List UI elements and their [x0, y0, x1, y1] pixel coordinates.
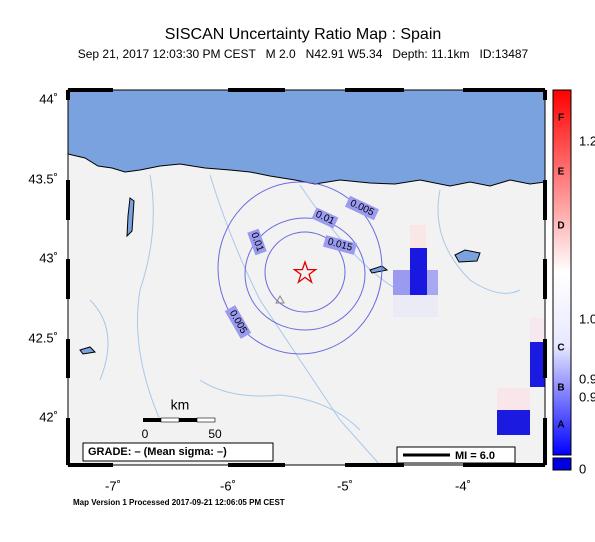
grade-letter: E	[558, 167, 565, 178]
frame-segment	[228, 88, 285, 92]
colorbar: F E D C B A 1.2 1.0 0.9 0.9 0	[552, 89, 595, 476]
colorbar-value: 0.9	[579, 371, 595, 386]
grade-letter: F	[558, 113, 564, 124]
map-area: 0.005 0.01 0.015 0.01 0.005 km 0 50 GRAD…	[68, 90, 545, 465]
lake	[79, 346, 97, 355]
lon-label: -7˚	[105, 478, 121, 493]
colorbar-value: 1.0	[579, 311, 595, 326]
uncertainty-cell	[530, 342, 545, 387]
frame-segment	[543, 418, 547, 465]
frame-segment	[543, 259, 547, 299]
frame-segment	[68, 463, 113, 467]
frame-segment	[345, 463, 404, 467]
frame-segment	[543, 339, 547, 378]
frame-segment	[66, 418, 70, 465]
station	[275, 294, 285, 304]
frame-segment	[463, 463, 545, 467]
grade-letter: C	[557, 343, 564, 354]
frame-ticks	[66, 88, 547, 467]
grade-letter: D	[557, 221, 564, 232]
scale-segment	[196, 417, 216, 423]
uncertainty-cell	[497, 388, 530, 410]
contour-label-box	[344, 195, 380, 221]
frame-segment	[543, 90, 547, 100]
lake	[454, 249, 481, 263]
colorbar-value: 1.2	[579, 133, 595, 148]
lake	[126, 197, 135, 238]
lat-label: 44˚	[39, 91, 58, 106]
uncertainty-cell	[497, 410, 530, 435]
scale-segment	[179, 418, 197, 422]
lake	[369, 265, 389, 274]
mi-legend-text: MI = 6.0	[455, 450, 495, 462]
title: SISCAN Uncertainty Ratio Map : Spain	[165, 26, 442, 43]
lat-label: 42.5˚	[28, 330, 58, 345]
frame-segment	[66, 259, 70, 299]
contour-label-box	[224, 305, 252, 339]
lat-label: 42˚	[39, 409, 58, 424]
frame-segment	[463, 88, 545, 92]
uncertainty-cell	[410, 248, 427, 295]
lon-label: -5˚	[337, 478, 353, 493]
colorbar-value: 0	[579, 461, 586, 476]
scale-segment	[160, 417, 180, 423]
scale-segment	[143, 418, 161, 422]
lat-labels: 44˚ 43.5˚ 43˚ 42.5˚ 42˚	[28, 91, 58, 424]
mi-legend-box	[396, 446, 516, 464]
lat-label: 43˚	[39, 250, 58, 265]
frame-segment	[66, 180, 70, 220]
colorbar-under	[552, 457, 572, 471]
lon-label: -6˚	[220, 478, 236, 493]
frame-segment	[345, 88, 404, 92]
uncertainty-cell	[530, 318, 545, 342]
scale-label: 0	[142, 427, 149, 441]
frame-segment	[66, 90, 70, 100]
uncertainty-cell	[393, 295, 438, 317]
contour-label-box	[247, 228, 267, 256]
grade-text: GRADE: – (Mean sigma: –)	[88, 446, 227, 458]
grade-letter: A	[557, 420, 564, 431]
scale-bar: km 0 50	[142, 397, 222, 441]
frame-segment	[68, 88, 113, 92]
lon-labels: -7˚ -6˚ -5˚ -4˚	[105, 478, 471, 493]
contour-label-box	[322, 235, 358, 255]
contours	[217, 181, 383, 355]
contour-label-box	[311, 207, 339, 229]
lat-label: 43.5˚	[28, 171, 58, 186]
lon-label: -4˚	[455, 478, 471, 493]
grade-letter: B	[557, 383, 564, 394]
uncertainty-cell	[410, 225, 426, 248]
colorbar-value: 0.9	[579, 389, 595, 404]
uncertainty-cell	[393, 270, 410, 295]
uncertainty-cell	[426, 270, 438, 295]
footer: Map Version 1 Processed 2017-09-21 12:06…	[73, 498, 285, 507]
frame-segment	[66, 339, 70, 378]
frame-segment	[543, 180, 547, 220]
subtitle: Sep 21, 2017 12:03:30 PM CEST M 2.0 N42.…	[78, 47, 529, 61]
frame-segment	[228, 463, 285, 467]
epicenter-star	[292, 259, 318, 284]
scale-label: 50	[208, 427, 222, 441]
grade-box	[82, 442, 274, 462]
colorbar-gradient	[552, 89, 572, 456]
ocean	[68, 90, 545, 187]
scale-unit: km	[171, 397, 190, 413]
